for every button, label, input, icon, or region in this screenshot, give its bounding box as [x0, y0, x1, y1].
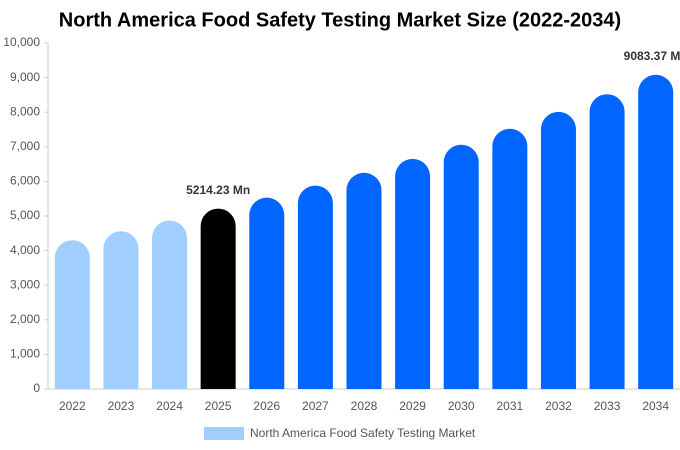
y-tick-label: 8,000 — [10, 104, 40, 118]
bar — [638, 74, 674, 390]
legend-swatch — [204, 427, 244, 440]
x-tick-label: 2024 — [156, 399, 183, 413]
bar — [249, 197, 285, 389]
x-tick-label: 2031 — [496, 399, 523, 413]
x-tick-label: 2033 — [594, 399, 621, 413]
y-tick-label: 1,000 — [10, 347, 40, 361]
value-label: 5214.23 Mn — [186, 183, 250, 197]
y-tick-label: 6,000 — [10, 174, 40, 188]
x-tick-label: 2034 — [642, 399, 669, 413]
x-tick-label: 2025 — [205, 399, 232, 413]
x-tick-label: 2023 — [108, 399, 135, 413]
bar — [589, 94, 625, 389]
x-tick-label: 2028 — [351, 399, 378, 413]
y-tick-label: 0 — [33, 381, 40, 395]
bar — [395, 158, 431, 389]
x-tick-label: 2032 — [545, 399, 572, 413]
bar — [346, 172, 382, 389]
legend-label: North America Food Safety Testing Market — [250, 426, 476, 440]
chart-title: North America Food Safety Testing Market… — [59, 9, 621, 31]
bar — [540, 111, 576, 390]
x-tick-label: 2029 — [399, 399, 426, 413]
bar — [200, 208, 236, 389]
bar — [152, 220, 188, 389]
y-tick-label: 4,000 — [10, 243, 40, 257]
bar — [492, 128, 528, 389]
bar — [103, 231, 139, 389]
value-label: 9083.37 Mn — [624, 49, 680, 63]
y-tick-label: 2,000 — [10, 312, 40, 326]
x-tick-label: 2027 — [302, 399, 329, 413]
y-tick-label: 5,000 — [10, 208, 40, 222]
x-tick-label: 2026 — [253, 399, 280, 413]
bar — [54, 240, 90, 389]
x-tick-label: 2030 — [448, 399, 475, 413]
y-tick-label: 7,000 — [10, 139, 40, 153]
x-tick-label: 2022 — [59, 399, 86, 413]
y-tick-label: 9,000 — [10, 70, 40, 84]
bar — [443, 144, 479, 389]
y-tick-label: 3,000 — [10, 277, 40, 291]
bar — [297, 185, 333, 389]
y-tick-label: 10,000 — [3, 35, 40, 49]
